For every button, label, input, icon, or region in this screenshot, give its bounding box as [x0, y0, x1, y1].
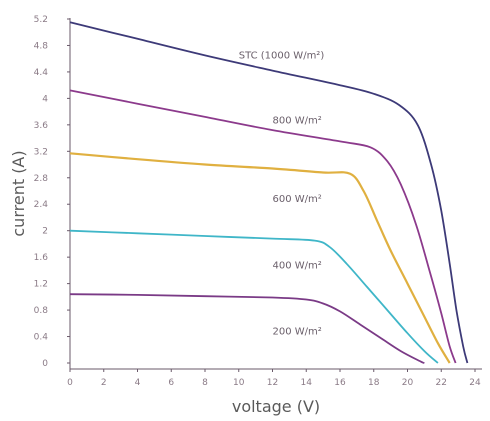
y-tick-label: 0.4 [34, 333, 49, 343]
x-tick-label: 14 [301, 378, 313, 388]
series-label: 200 W/m² [273, 327, 322, 338]
y-tick-label: 3.6 [34, 121, 49, 131]
x-ticks: 0 2 4 6 8 10 12 14 16 18 20 22 24 [67, 369, 481, 388]
series-line-200-w-m [69, 293, 425, 364]
series-line-stc-1000-w-m [69, 21, 469, 364]
y-tick-label: 0 [42, 359, 48, 369]
x-tick-label: 8 [202, 378, 208, 388]
y-tick-label: 2 [42, 227, 48, 237]
series-label: STC (1000 W/m²) [239, 51, 325, 62]
y-tick-label: 3.2 [34, 147, 48, 157]
y-tick-label: 2.4 [34, 200, 49, 210]
y-tick-label: 2.8 [34, 174, 49, 184]
x-tick-label: 2 [101, 378, 107, 388]
series-label: 400 W/m² [273, 260, 322, 271]
y-tick-label: 4.4 [34, 68, 49, 78]
series-label: 600 W/m² [273, 194, 322, 205]
x-tick-label: 20 [402, 378, 414, 388]
series-line-800-w-m [69, 89, 457, 364]
x-tick-label: 12 [267, 378, 278, 388]
series-line-600-w-m [69, 152, 451, 364]
x-axis-title: voltage (V) [232, 397, 320, 416]
x-tick-label: 0 [67, 378, 73, 388]
y-ticks: 0 0.4 0.8 1.2 1.6 2 2.4 2.8 3.2 3.6 4 4.4 4.8 5.2 [34, 15, 70, 369]
y-tick-label: 4.8 [34, 41, 49, 51]
x-tick-label: 16 [334, 378, 346, 388]
x-tick-label: 24 [469, 378, 481, 388]
y-tick-label: 1.6 [34, 253, 49, 263]
y-axis-title: current (A) [9, 150, 28, 236]
y-tick-label: 4 [42, 94, 48, 104]
x-tick-label: 6 [168, 378, 174, 388]
series-line-400-w-m [69, 229, 439, 364]
y-tick-label: 0.8 [34, 306, 49, 316]
x-tick-label: 4 [135, 378, 141, 388]
series-labels: STC (1000 W/m²) 800 W/m² 600 W/m² 400 W/m² 2… [239, 51, 325, 338]
x-tick-label: 18 [368, 378, 380, 388]
y-tick-label: 1.2 [34, 280, 48, 290]
y-tick-label: 5.2 [34, 15, 48, 25]
series-lines [69, 21, 469, 364]
x-tick-label: 10 [233, 378, 245, 388]
series-label: 800 W/m² [273, 116, 322, 127]
x-tick-label: 22 [436, 378, 447, 388]
